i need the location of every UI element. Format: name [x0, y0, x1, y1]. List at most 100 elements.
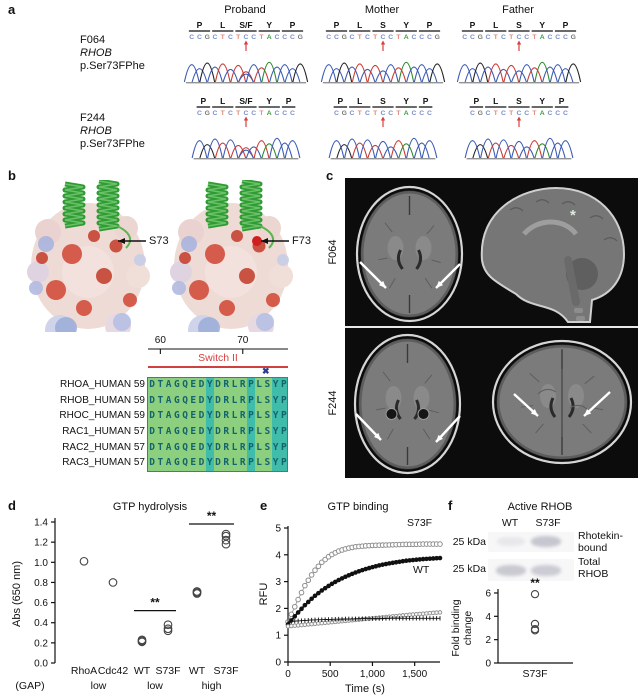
svg-text:P: P — [470, 20, 476, 30]
alignment-residue: Y — [205, 408, 214, 425]
svg-text:C: C — [412, 110, 417, 117]
blot-label-line: Total — [578, 556, 601, 568]
gene-name: RHOB — [80, 125, 112, 137]
svg-text:WT: WT — [189, 665, 206, 677]
alignment-residue: L — [230, 455, 239, 472]
svg-text:G: G — [435, 34, 440, 41]
blot-label-rhotekin: Rhotekin- bound — [578, 530, 623, 554]
alignment-residue: S — [263, 455, 272, 472]
alignment-residue: D — [213, 439, 223, 456]
svg-text:T: T — [358, 34, 363, 41]
chromatogram-f244-mother: P L S Y PC G C T C T C C T A C C C — [328, 96, 438, 160]
svg-text:C: C — [563, 110, 568, 117]
gtp-hydrolysis-title: GTP hydrolysis — [112, 501, 188, 513]
svg-text:C: C — [381, 34, 386, 41]
alignment-residue: D — [197, 455, 206, 472]
svg-text:Fold binding: Fold binding — [450, 599, 462, 656]
gtp-binding-chart: 0 1 2 3 4 5 0 500 1,000 1,500 Time (s) RFU S73F WT — [258, 517, 443, 695]
alignment-residue: Y — [271, 392, 280, 409]
svg-text:1.2: 1.2 — [34, 538, 48, 549]
alignment-residue: A — [164, 408, 173, 425]
alignment-row: RHOC_HUMAN 59 D T A G Q E D Y D R L R P L S Y P — [53, 408, 288, 425]
svg-text:C: C — [486, 110, 491, 117]
svg-text:Cdc42: Cdc42 — [98, 665, 129, 677]
svg-text:0.6: 0.6 — [34, 598, 48, 609]
alignment-residue: Y — [205, 392, 214, 409]
svg-text:WT: WT — [134, 665, 151, 677]
panel-b-label: b — [8, 168, 16, 183]
protein-change: p.Ser73FPhe — [80, 138, 145, 150]
alignment-row-name: RHOB_HUMAN 59 — [59, 394, 145, 406]
alignment-residue: D — [197, 408, 206, 425]
alignment-residue: T — [156, 439, 165, 456]
svg-text:C: C — [350, 34, 355, 41]
alignment-residue: P — [279, 392, 288, 409]
svg-text:S73F: S73F — [213, 665, 238, 677]
alignment-residue: E — [189, 439, 198, 456]
alignment-residue: L — [255, 424, 264, 440]
svg-text:P: P — [559, 96, 565, 106]
alignment-residue: G — [172, 439, 181, 456]
alignment-residue: L — [230, 392, 239, 409]
alignment-residue: R — [222, 408, 231, 425]
mri-row-label-f064: F064 — [327, 239, 339, 265]
svg-text:C: C — [213, 34, 218, 41]
alignment-residue: R — [238, 424, 247, 440]
svg-text:P: P — [474, 96, 480, 106]
panel-f-label: f — [448, 498, 453, 513]
alignment-residue: Y — [271, 377, 280, 393]
alignment-residue: P — [279, 377, 288, 393]
alignment-residue: G — [172, 424, 181, 440]
svg-text:C: C — [427, 110, 432, 117]
svg-text:1: 1 — [275, 631, 281, 642]
svg-text:Y: Y — [539, 20, 545, 30]
svg-text:C: C — [388, 34, 393, 41]
svg-text:P: P — [427, 20, 433, 30]
svg-text:WT: WT — [413, 564, 430, 576]
svg-text:P: P — [290, 20, 296, 30]
alignment-residue: D — [148, 455, 157, 472]
mri-sagittal-f064: * — [480, 186, 626, 323]
alignment-residue: P — [246, 455, 256, 472]
svg-text:C: C — [524, 34, 529, 41]
svg-text:C: C — [517, 110, 522, 117]
svg-text:C: C — [326, 34, 331, 41]
svg-text:L: L — [220, 20, 225, 30]
svg-text:P: P — [338, 96, 344, 106]
sequence-alignment: RHOA_HUMAN 59 D T A G Q E D Y D R L R P L S Y P RHOB_HUMAN… — [53, 377, 288, 472]
alignment-residue: D — [197, 424, 206, 440]
svg-text:1,500: 1,500 — [402, 669, 427, 680]
alignment-row: RAC1_HUMAN 57 D T A G Q E D Y D R L R P L S Y P — [53, 424, 288, 440]
alignment-residue: D — [197, 392, 206, 409]
svg-text:A: A — [404, 34, 409, 41]
svg-text:C: C — [290, 34, 295, 41]
alignment-residue: A — [164, 455, 173, 472]
svg-text:A: A — [267, 34, 272, 41]
svg-text:0.8: 0.8 — [34, 578, 48, 589]
alignment-residue: R — [238, 439, 247, 456]
residue-label-s73: S73 — [149, 235, 169, 247]
svg-text:L: L — [493, 20, 498, 30]
alignment-residue: Y — [205, 455, 214, 472]
active-rhob-title: Active RHOB — [507, 501, 573, 513]
alignment-residue: Q — [180, 408, 190, 425]
alignment-residue: P — [279, 408, 288, 425]
panel-e-label: e — [260, 498, 268, 513]
svg-text:T: T — [259, 110, 264, 117]
alignment-residue: E — [189, 377, 198, 393]
gene-name: RHOB — [80, 47, 112, 59]
svg-text:0: 0 — [285, 669, 291, 680]
svg-text:T: T — [236, 110, 241, 117]
alignment-ruler: 60 70 — [148, 335, 288, 354]
alignment-residue: R — [238, 377, 247, 393]
svg-text:P: P — [563, 20, 569, 30]
alignment-residue: Q — [180, 377, 190, 393]
svg-text:T: T — [532, 34, 537, 41]
lane-label-s73f: S73F — [535, 517, 561, 529]
svg-text:Y: Y — [403, 96, 409, 106]
marker-25kda-2: 25 kDa — [452, 563, 486, 575]
svg-text:T: T — [509, 34, 514, 41]
svg-text:T: T — [221, 110, 226, 117]
blot-band-wt — [496, 565, 526, 576]
